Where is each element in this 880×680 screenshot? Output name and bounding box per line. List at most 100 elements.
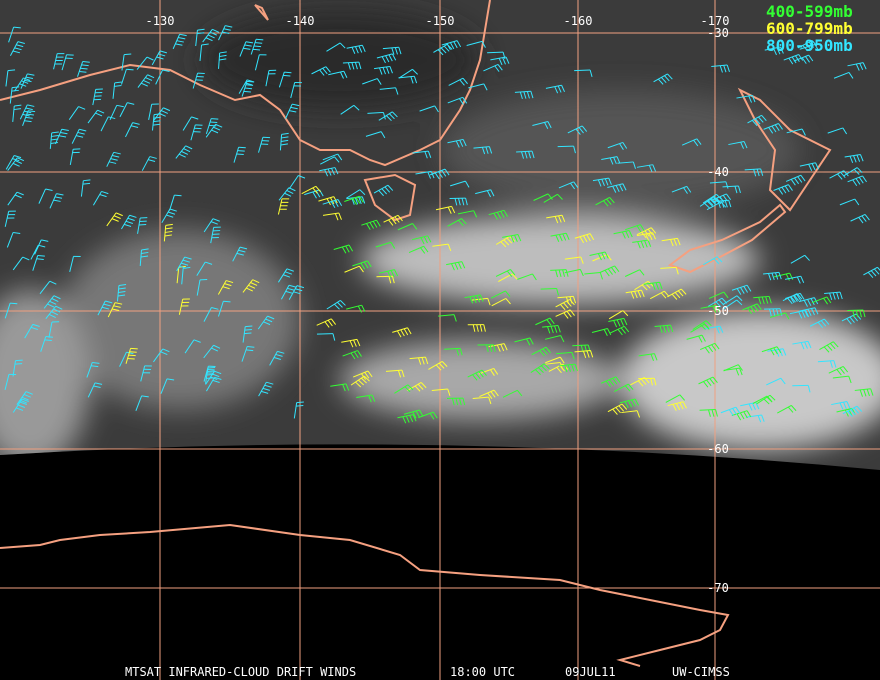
barb-stroke: [447, 388, 451, 396]
wind-barb: [100, 116, 116, 132]
barb-stroke: [387, 184, 394, 191]
wind-barb: [763, 271, 782, 281]
barb-stroke: [564, 256, 581, 260]
barb-stroke: [427, 171, 432, 179]
wind-barb: [533, 193, 553, 201]
wind-barb: [378, 269, 399, 278]
barb-stroke: [650, 353, 655, 362]
barb-stroke: [846, 318, 852, 325]
barb-stroke: [205, 261, 213, 265]
barb-stroke: [676, 403, 681, 411]
barb-stroke: [716, 193, 722, 200]
barb-stroke: [793, 294, 800, 301]
barb-stroke: [219, 54, 227, 57]
barb-stroke: [244, 87, 253, 90]
barb-stroke: [607, 183, 624, 188]
wind-barb: [45, 305, 63, 320]
barb-stroke: [820, 320, 827, 327]
barb-stroke: [803, 300, 808, 307]
barb-stroke: [798, 297, 815, 303]
barb-stroke: [801, 57, 807, 64]
barb-stroke: [215, 123, 223, 128]
barb-stroke: [545, 356, 561, 364]
barb-stroke: [772, 308, 776, 317]
wind-barb: [218, 25, 233, 41]
barb-stroke: [722, 195, 728, 202]
barb-stroke: [246, 80, 255, 83]
barb-stroke: [48, 321, 53, 338]
wind-barb: [125, 122, 140, 138]
wind-barb: [574, 69, 593, 78]
barb-stroke: [698, 335, 703, 343]
barb-stroke: [143, 79, 151, 84]
wind-barb: [827, 127, 848, 135]
barb-stroke: [725, 181, 729, 189]
barb-stroke: [558, 269, 562, 278]
barb-stroke: [392, 111, 398, 118]
barb-stroke: [79, 128, 87, 132]
barb-stroke: [503, 343, 508, 351]
barb-stroke: [711, 409, 715, 417]
barb-stroke: [611, 267, 617, 274]
product-name: MTSAT INFRARED-CLOUD DRIFT WINDS: [125, 665, 356, 679]
barb-stroke: [773, 347, 778, 355]
wind-barb: [428, 360, 448, 371]
barb-stroke: [437, 49, 444, 56]
barb-stroke: [787, 406, 794, 413]
barb-stroke: [698, 376, 714, 385]
barb-stroke: [412, 150, 429, 154]
barb-stroke: [304, 189, 320, 196]
wind-barb: [374, 65, 393, 75]
barb-stroke: [92, 361, 100, 364]
barb-stroke: [554, 325, 558, 333]
barb-stroke: [743, 141, 748, 149]
wind-barb: [120, 68, 134, 85]
wind-barb: [478, 367, 499, 376]
barb-stroke: [277, 198, 283, 215]
wind-barb: [125, 347, 138, 364]
barb-stroke: [516, 150, 533, 153]
barb-stroke: [650, 378, 653, 386]
barb-stroke: [514, 234, 518, 242]
barb-stroke: [364, 372, 370, 379]
wind-barb: [77, 61, 90, 77]
barb-stroke: [608, 317, 625, 323]
barb-stroke: [545, 335, 561, 340]
barb-stroke: [505, 56, 510, 64]
barb-stroke: [77, 61, 84, 77]
wind-barb: [447, 96, 468, 105]
wind-barb: [495, 235, 516, 248]
barb-stroke: [318, 196, 334, 202]
barb-stroke: [242, 326, 246, 343]
wind-barb: [574, 349, 594, 359]
barb-stroke: [419, 105, 435, 112]
barb-stroke: [847, 175, 863, 183]
wind-barb: [854, 388, 874, 397]
barb-stroke: [807, 299, 812, 306]
wind-barb: [636, 164, 656, 173]
barb-stroke: [736, 94, 753, 99]
wind-barb: [432, 243, 452, 252]
barb-stroke: [545, 84, 562, 89]
wind-barb: [233, 146, 246, 163]
barb-stroke: [281, 132, 289, 135]
barb-stroke: [441, 40, 458, 46]
wind-barb: [753, 295, 772, 305]
barb-stroke: [176, 267, 180, 284]
barb-stroke: [14, 47, 22, 51]
barb-stroke: [367, 111, 384, 114]
barb-stroke: [503, 239, 510, 246]
barb-stroke: [82, 61, 90, 63]
wind-barb: [607, 183, 627, 193]
barb-stroke: [246, 287, 254, 292]
barb-stroke: [630, 291, 635, 299]
wind-barb: [498, 273, 518, 283]
barb-stroke: [350, 352, 356, 360]
wind-barb: [49, 131, 59, 149]
barb-stroke: [763, 123, 779, 130]
wind-barb: [241, 346, 255, 362]
barb-stroke: [632, 239, 649, 243]
wind-barb: [457, 210, 478, 218]
barb-stroke: [206, 373, 215, 376]
latitude-label: -30: [707, 26, 729, 40]
